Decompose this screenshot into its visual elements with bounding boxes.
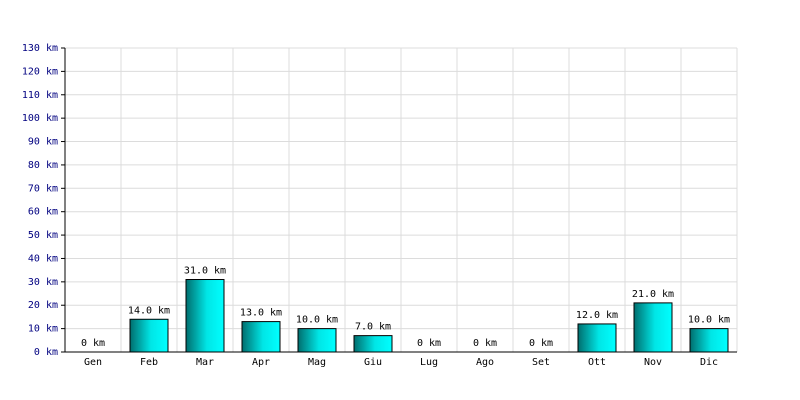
x-tick-label: Lug xyxy=(420,357,438,368)
x-tick-label: Giu xyxy=(364,357,382,368)
value-label: 10.0 km xyxy=(296,315,338,326)
x-tick-label: Set xyxy=(532,357,550,368)
bar xyxy=(129,318,169,353)
value-label: 0 km xyxy=(81,338,105,349)
value-label: 0 km xyxy=(529,338,553,349)
bar xyxy=(353,335,393,353)
x-tick-label: Feb xyxy=(140,357,158,368)
y-tick-label: 30 km xyxy=(28,277,58,288)
value-label: 10.0 km xyxy=(688,315,730,326)
y-tick-label: 20 km xyxy=(28,300,58,311)
value-label: 0 km xyxy=(473,338,497,349)
y-tick-label: 0 km xyxy=(34,347,58,358)
x-tick-label: Ago xyxy=(476,357,494,368)
bar xyxy=(297,328,337,353)
value-label: 7.0 km xyxy=(355,322,391,333)
y-tick-label: 90 km xyxy=(28,137,58,148)
value-label: 14.0 km xyxy=(128,305,170,316)
x-tick-label: Mag xyxy=(308,357,326,368)
bar xyxy=(241,321,281,353)
bar xyxy=(633,302,673,353)
y-tick-label: 60 km xyxy=(28,207,58,218)
x-tick-label: Ott xyxy=(588,357,606,368)
x-tick-label: Nov xyxy=(644,357,662,368)
x-tick-label: Mar xyxy=(196,357,214,368)
y-tick-label: 80 km xyxy=(28,160,58,171)
bar xyxy=(185,279,225,353)
bar xyxy=(689,328,729,353)
y-tick-label: 120 km xyxy=(22,66,58,77)
y-tick-label: 110 km xyxy=(22,90,58,101)
y-tick-label: 50 km xyxy=(28,230,58,241)
x-tick-label: Apr xyxy=(252,357,270,368)
bar xyxy=(577,323,617,353)
value-label: 0 km xyxy=(417,338,441,349)
value-label: 13.0 km xyxy=(240,308,282,319)
value-label: 21.0 km xyxy=(632,289,674,300)
y-tick-label: 40 km xyxy=(28,253,58,264)
y-tick-label: 70 km xyxy=(28,183,58,194)
value-label: 31.0 km xyxy=(184,266,226,277)
y-tick-label: 130 km xyxy=(22,43,58,54)
value-label: 12.0 km xyxy=(576,310,618,321)
x-tick-label: Dic xyxy=(700,357,718,368)
y-tick-label: 10 km xyxy=(28,324,58,335)
y-tick-label: 100 km xyxy=(22,113,58,124)
x-tick-label: Gen xyxy=(84,357,102,368)
